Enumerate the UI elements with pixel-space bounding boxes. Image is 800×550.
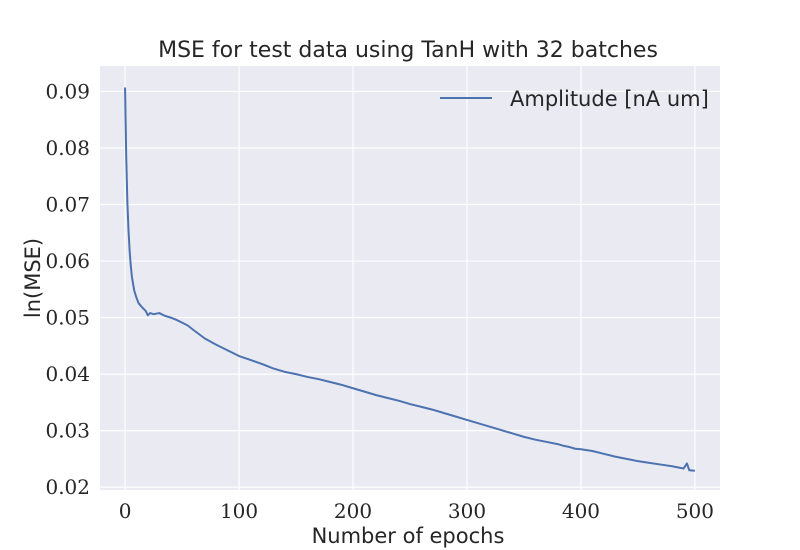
tick-labels: 0 100 200 300 400 500 0.02 0.03 0.04 0.05 0.06 0.07… [45,79,714,523]
y-tick-label: 0.04 [45,362,90,386]
legend: Amplitude [nA um] [440,87,709,111]
y-tick-label: 0.08 [45,136,90,160]
y-tick-label: 0.02 [45,475,90,499]
y-tick-label: 0.05 [45,306,90,330]
legend-entry-amplitude: Amplitude [nA um] [510,87,709,111]
y-axis-title: ln(MSE) [21,238,45,318]
x-tick-label: 100 [220,499,258,523]
series-line-amplitude [124,87,696,472]
y-tick-label: 0.07 [45,193,90,217]
chart-title: MSE for test data using TanH with 32 bat… [158,38,658,63]
x-tick-label: 0 [119,499,132,523]
y-tick-label: 0.09 [45,79,90,103]
series-layer [124,87,696,472]
plot-area [100,66,720,490]
x-tick-label: 300 [448,499,486,523]
x-tick-label: 200 [334,499,372,523]
y-tick-label: 0.03 [45,419,90,443]
y-tick-label: 0.06 [45,249,90,273]
x-axis-title: Number of epochs [312,524,505,548]
x-tick-label: 400 [562,499,600,523]
x-tick-label: 500 [676,499,714,523]
gridlines [100,66,720,490]
